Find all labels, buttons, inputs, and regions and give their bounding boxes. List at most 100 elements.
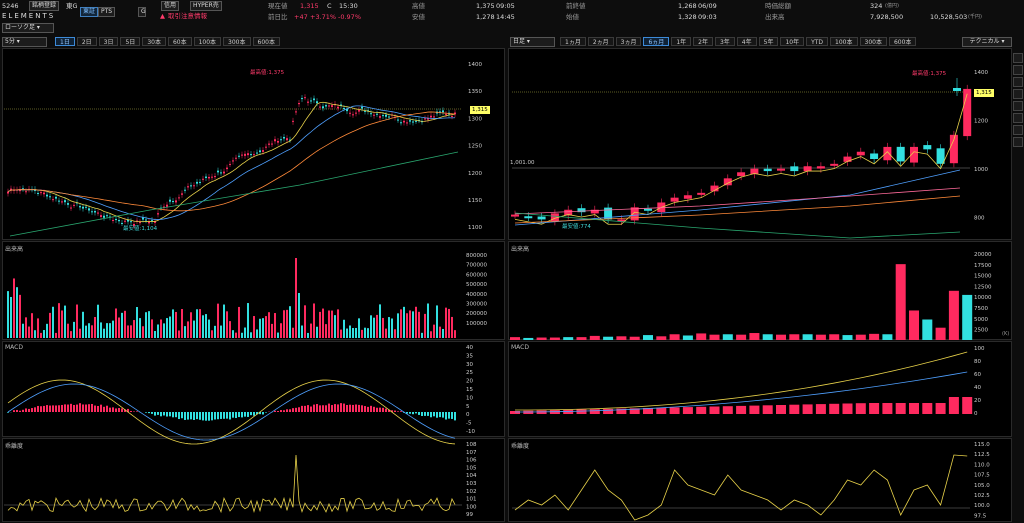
right-macd-hist — [629, 408, 640, 414]
right-volume-bar — [895, 264, 906, 340]
right-candle — [577, 208, 586, 213]
left-candle — [121, 222, 123, 224]
left-volume-bar — [409, 310, 411, 338]
right-range-tab-13[interactable]: 600本 — [888, 37, 917, 46]
tool-text-icon[interactable] — [1013, 125, 1023, 135]
right-macd-hist — [722, 406, 733, 414]
register-button[interactable]: 銘柄登録 — [29, 1, 60, 11]
right-range-tab-2[interactable]: 3ヵ月 — [615, 37, 642, 46]
left-interval-select[interactable]: 5分 ▾ — [2, 37, 47, 47]
left-volume-bar — [10, 296, 12, 338]
right-candle — [723, 178, 732, 186]
tool-channel-icon[interactable] — [1013, 101, 1023, 111]
left-range-tab-7[interactable]: 300本 — [223, 37, 251, 46]
right-range-tab-0[interactable]: 1ヵ月 — [560, 37, 586, 46]
tool-fib-icon[interactable] — [1013, 113, 1023, 123]
right-price-axis-label: 800 — [974, 216, 985, 222]
left-range-tab-0[interactable]: 1日 — [55, 37, 75, 46]
tab-pts[interactable]: PTS — [98, 7, 116, 17]
right-candle — [830, 163, 839, 166]
right-macd-hist — [576, 409, 587, 414]
right-interval-select[interactable]: 日足 ▾ — [510, 37, 555, 47]
right-range-tab-12[interactable]: 300本 — [859, 37, 887, 46]
left-volume-bar — [163, 323, 165, 338]
tool-erase-icon[interactable] — [1013, 137, 1023, 147]
left-candle — [427, 117, 429, 120]
right-range-tab-4[interactable]: 1年 — [671, 37, 692, 46]
left-range-tab-5[interactable]: 60本 — [167, 37, 192, 46]
left-macd-hist — [442, 412, 444, 418]
tool-cursor-icon[interactable] — [1013, 53, 1023, 63]
right-range-tab-8[interactable]: 5年 — [758, 37, 779, 46]
left-candle — [301, 98, 303, 100]
right-range-tab-5[interactable]: 2年 — [693, 37, 713, 46]
open-value: 1,328 — [678, 13, 697, 21]
left-range-tab-8[interactable]: 600本 — [252, 37, 280, 46]
left-ratio-pane[interactable]: 乖離度 — [2, 438, 505, 522]
right-volume-axis-label: 2500 — [974, 328, 988, 334]
left-macd-hist — [292, 408, 294, 412]
right-range-tab-10[interactable]: YTD — [806, 37, 829, 46]
tab-tse[interactable]: 東証 — [80, 7, 99, 17]
right-price-pane[interactable] — [508, 48, 1012, 240]
left-volume-bar — [406, 313, 408, 338]
settings-icon[interactable]: G — [138, 7, 146, 17]
left-range-tab-4[interactable]: 30本 — [142, 37, 166, 46]
right-macd-pane[interactable]: MACD — [508, 341, 1012, 437]
left-volume-axis-label: 300000 — [466, 302, 487, 308]
right-range-tab-7[interactable]: 4年 — [736, 37, 757, 46]
left-macd-hist — [349, 404, 351, 412]
left-macd-title: MACD — [5, 344, 23, 351]
left-volume-bar — [172, 309, 174, 338]
left-range-tab-1[interactable]: 2日 — [76, 37, 97, 46]
left-range-tab-3[interactable]: 5日 — [120, 37, 141, 46]
left-macd-hist — [298, 407, 300, 412]
left-macd-hist — [124, 409, 126, 412]
left-candle — [331, 105, 333, 107]
left-candle — [208, 176, 210, 179]
tool-line-icon[interactable] — [1013, 65, 1023, 75]
right-macd-hist — [669, 407, 680, 414]
left-macd-hist — [448, 412, 450, 419]
hyper-button[interactable]: HYPER売 — [190, 1, 222, 11]
left-candle — [55, 196, 57, 199]
right-candle — [843, 156, 852, 162]
left-range-tab-2[interactable]: 3日 — [98, 37, 119, 46]
left-macd-hist — [94, 405, 96, 412]
left-macd-hist — [187, 412, 189, 420]
left-candle — [256, 152, 258, 154]
left-volume-bar — [265, 316, 267, 338]
right-price-axis-label: 1400 — [974, 70, 988, 76]
left-macd-hist — [241, 412, 243, 418]
left-volume-bar — [70, 331, 72, 338]
right-range-tab-1[interactable]: 2ヵ月 — [587, 37, 614, 46]
left-volume-bar — [130, 325, 132, 338]
right-range-tab-3[interactable]: 6ヵ月 — [643, 37, 670, 46]
left-volume-bar — [79, 328, 81, 338]
left-macd-hist — [430, 412, 432, 418]
chart-type-select[interactable]: ローソク足 ▾ — [2, 23, 54, 33]
left-range-tab-6[interactable]: 100本 — [193, 37, 222, 46]
left-macd-hist — [295, 407, 297, 412]
technical-button[interactable]: テクニカル ▾ — [962, 37, 1012, 47]
left-ratio-axis-label: 108 — [466, 442, 477, 448]
left-candle — [181, 193, 183, 195]
right-range-tab-9[interactable]: 10年 — [780, 37, 805, 46]
right-range-tab-11[interactable]: 100本 — [830, 37, 858, 46]
right-candle — [803, 166, 812, 172]
prevclose-value: 1,268 — [678, 2, 697, 10]
left-volume-bar — [178, 330, 180, 338]
left-candle — [415, 120, 417, 122]
left-macd-pane[interactable]: MACD — [2, 341, 505, 437]
tool-trend-icon[interactable] — [1013, 89, 1023, 99]
left-macd-hist — [217, 412, 219, 420]
right-macd-hist — [776, 405, 786, 414]
right-range-tab-6[interactable]: 3年 — [714, 37, 735, 46]
left-candle — [82, 206, 84, 209]
margin-button[interactable]: 信用 — [161, 1, 180, 11]
alert-link[interactable]: 取引注意情報 — [168, 12, 207, 20]
left-macd-hist — [319, 405, 321, 412]
left-macd-hist — [388, 409, 390, 412]
left-macd-hist — [454, 412, 456, 421]
tool-hline-icon[interactable] — [1013, 77, 1023, 87]
